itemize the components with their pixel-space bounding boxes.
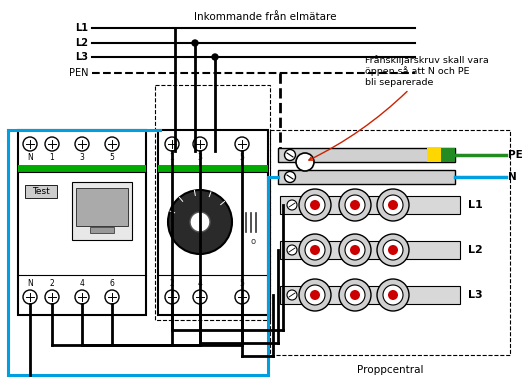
- Text: 4: 4: [79, 279, 85, 288]
- Text: N: N: [27, 153, 33, 162]
- Circle shape: [299, 189, 331, 221]
- Circle shape: [305, 285, 325, 305]
- Text: N: N: [27, 279, 33, 288]
- Bar: [158, 130, 268, 315]
- Circle shape: [310, 245, 320, 255]
- Circle shape: [350, 200, 360, 210]
- Text: 3: 3: [79, 153, 85, 162]
- Bar: [280, 241, 460, 259]
- Text: 4: 4: [197, 279, 203, 288]
- Text: 5: 5: [110, 153, 114, 162]
- Text: L2: L2: [468, 245, 483, 255]
- Circle shape: [23, 290, 37, 304]
- Circle shape: [350, 245, 360, 255]
- Text: Test: Test: [32, 188, 50, 197]
- Text: 5: 5: [240, 153, 244, 162]
- Text: Inkommande från elmätare: Inkommande från elmätare: [194, 12, 336, 22]
- Circle shape: [339, 279, 371, 311]
- Text: L3: L3: [468, 290, 483, 300]
- Circle shape: [235, 290, 249, 304]
- Text: 2: 2: [50, 279, 54, 288]
- Circle shape: [45, 290, 59, 304]
- Circle shape: [345, 285, 365, 305]
- Text: L2: L2: [75, 38, 88, 48]
- Circle shape: [350, 290, 360, 300]
- Bar: [427, 148, 441, 162]
- Bar: [441, 148, 455, 162]
- Circle shape: [388, 245, 398, 255]
- Circle shape: [310, 200, 320, 210]
- Bar: [76, 188, 128, 226]
- Text: 1: 1: [170, 153, 174, 162]
- Circle shape: [299, 234, 331, 266]
- Circle shape: [193, 290, 207, 304]
- Circle shape: [284, 149, 295, 160]
- Text: 1: 1: [50, 153, 54, 162]
- Text: Proppcentral: Proppcentral: [357, 365, 423, 375]
- Circle shape: [377, 189, 409, 221]
- Circle shape: [212, 54, 218, 60]
- Circle shape: [75, 137, 89, 151]
- Circle shape: [305, 240, 325, 260]
- Text: o: o: [251, 237, 256, 246]
- Circle shape: [190, 212, 210, 232]
- Circle shape: [339, 234, 371, 266]
- Bar: [18, 165, 146, 172]
- Bar: [278, 170, 455, 184]
- Text: 6: 6: [110, 279, 114, 288]
- Bar: [25, 185, 57, 198]
- Circle shape: [192, 40, 198, 46]
- Circle shape: [165, 137, 179, 151]
- Bar: [155, 85, 270, 320]
- Circle shape: [105, 290, 119, 304]
- Circle shape: [345, 240, 365, 260]
- Circle shape: [339, 189, 371, 221]
- Text: PEN: PEN: [68, 68, 88, 78]
- Circle shape: [383, 240, 403, 260]
- Circle shape: [377, 234, 409, 266]
- Bar: [278, 148, 455, 162]
- Circle shape: [287, 245, 297, 255]
- Circle shape: [287, 290, 297, 300]
- Circle shape: [193, 137, 207, 151]
- Circle shape: [383, 285, 403, 305]
- Bar: [158, 165, 268, 172]
- Circle shape: [284, 172, 295, 183]
- Circle shape: [105, 137, 119, 151]
- Text: 5: 5: [240, 279, 244, 288]
- Text: L1: L1: [468, 200, 483, 210]
- Bar: [280, 286, 460, 304]
- Circle shape: [305, 195, 325, 215]
- Circle shape: [165, 290, 179, 304]
- Text: L1: L1: [75, 23, 88, 33]
- Circle shape: [168, 190, 232, 254]
- Circle shape: [287, 200, 297, 210]
- Circle shape: [296, 153, 314, 171]
- Bar: [72, 182, 132, 240]
- Circle shape: [388, 290, 398, 300]
- Text: 2: 2: [170, 279, 174, 288]
- Circle shape: [388, 200, 398, 210]
- Circle shape: [45, 137, 59, 151]
- Circle shape: [383, 195, 403, 215]
- Text: PE: PE: [508, 150, 522, 160]
- Circle shape: [235, 137, 249, 151]
- Circle shape: [23, 137, 37, 151]
- Circle shape: [377, 279, 409, 311]
- Text: N: N: [508, 172, 517, 182]
- Circle shape: [299, 279, 331, 311]
- Circle shape: [75, 290, 89, 304]
- Circle shape: [345, 195, 365, 215]
- Bar: [18, 130, 146, 315]
- Circle shape: [310, 290, 320, 300]
- Bar: [270, 130, 510, 355]
- Bar: [280, 196, 460, 214]
- Text: 3: 3: [197, 153, 203, 162]
- Text: Frånskiljarskruv skall vara
öppen så att N och PE
bli separerade: Frånskiljarskruv skall vara öppen så att…: [309, 55, 489, 160]
- Text: L3: L3: [75, 52, 88, 62]
- Bar: [90, 227, 114, 233]
